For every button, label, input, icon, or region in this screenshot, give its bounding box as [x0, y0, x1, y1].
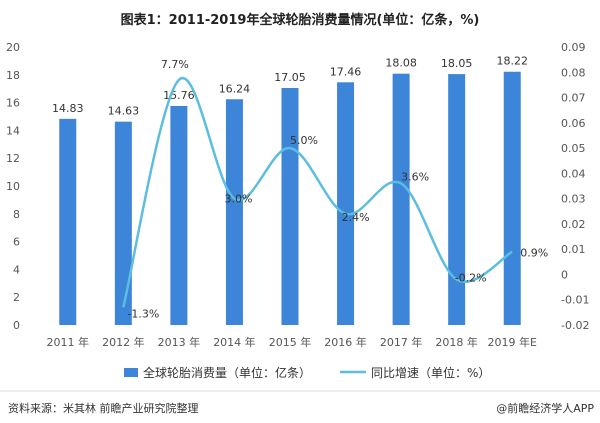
y-right-tick-label: -0.01	[561, 294, 589, 307]
bar	[225, 99, 243, 325]
bar-value-label: 16.24	[219, 82, 251, 95]
x-tick-label: 2014 年	[213, 335, 256, 349]
y-left-tick-label: 4	[13, 263, 20, 276]
bar-value-label: 18.08	[385, 57, 417, 70]
y-left-tick-label: 6	[13, 236, 20, 249]
line-labels: -1.3% 7.7% 3.0% 5.0% 2.4% 3.6% -0.2% 0.9%	[127, 58, 548, 320]
y-left-tick-label: 0	[13, 319, 20, 332]
bar-value-label: 14.63	[108, 105, 140, 118]
bar	[281, 88, 299, 325]
bar	[170, 105, 188, 325]
x-tick-label: 2013 年	[158, 335, 201, 349]
y-left-tick-label: 2	[13, 291, 20, 304]
x-tick-label: 2017 年	[380, 335, 423, 349]
y-left-tick-label: 18	[6, 69, 20, 82]
x-axis: 2011 年 2012 年 2013 年 2014 年 2015 年 2016 年 2017…	[47, 335, 537, 349]
bar	[448, 74, 466, 325]
y-left-tick-label: 8	[13, 208, 20, 221]
bar-series	[59, 71, 521, 325]
x-tick-label: 2015 年	[269, 335, 312, 349]
y-right-tick-label: 0.04	[561, 167, 586, 180]
growth-value-label: -1.3%	[127, 307, 159, 320]
legend-bar-label: 全球轮胎消费量（单位：亿条）	[143, 365, 311, 380]
growth-value-label: 7.7%	[161, 58, 189, 71]
y-left-tick-label: 14	[6, 124, 20, 137]
y-right-axis: -0.02 -0.01 0 0.01 0.02 0.03 0.04 0.05 0.06 0.07 0…	[561, 41, 589, 332]
x-tick-label: 2011 年	[47, 335, 90, 349]
y-right-tick-label: 0.07	[561, 92, 586, 105]
y-right-tick-label: 0.09	[561, 41, 586, 54]
y-left-tick-label: 20	[6, 41, 20, 54]
y-right-tick-label: -0.02	[561, 319, 589, 332]
brand-mark: @前瞻经济学人APP	[496, 401, 594, 415]
bar-value-label: 17.46	[330, 65, 362, 78]
y-right-tick-label: 0.01	[561, 243, 586, 256]
x-tick-label: 2016 年	[324, 335, 367, 349]
bar-value-label: 14.83	[52, 102, 84, 115]
bar	[503, 71, 521, 325]
chart-title: 图表1：2011-2019年全球轮胎消费量情况(单位：亿条，%)	[121, 12, 480, 28]
y-right-tick-label: 0.03	[561, 193, 586, 206]
x-tick-label: 2018 年	[435, 335, 478, 349]
bar	[59, 118, 77, 325]
bar	[392, 73, 410, 325]
y-right-tick-label: 0	[561, 268, 568, 281]
y-right-tick-label: 0.06	[561, 117, 586, 130]
y-right-tick-label: 0.02	[561, 218, 586, 231]
bar-value-label: 18.22	[496, 55, 528, 68]
legend: 全球轮胎消费量（单位：亿条） 同比增速（单位：%）	[124, 365, 490, 380]
growth-value-label: 2.4%	[342, 211, 370, 224]
legend-bar-swatch	[124, 368, 138, 377]
y-right-tick-label: 0.05	[561, 142, 586, 155]
line-series	[122, 76, 513, 308]
growth-value-label: 5.0%	[290, 134, 318, 147]
growth-value-label: -0.2%	[455, 272, 487, 285]
bar	[337, 82, 355, 325]
y-left-tick-label: 12	[6, 152, 20, 165]
growth-value-label: 3.0%	[224, 193, 252, 206]
y-left-tick-label: 10	[6, 180, 20, 193]
bar-value-label: 17.05	[274, 71, 306, 84]
legend-line-label: 同比增速（单位：%）	[371, 365, 490, 380]
x-tick-label: 2012 年	[102, 335, 145, 349]
growth-value-label: 0.9%	[520, 247, 548, 260]
source-note: 资料来源：米其林 前瞻产业研究院整理	[8, 401, 199, 415]
growth-line	[122, 76, 513, 308]
growth-value-label: 3.6%	[401, 170, 429, 183]
y-left-axis: 0 2 4 6 8 10 12 14 16 18 20	[6, 41, 20, 332]
y-right-tick-label: 0.08	[561, 66, 586, 79]
bar-value-label: 18.05	[441, 57, 473, 70]
bar	[114, 121, 132, 325]
x-tick-label: 2019 年E	[487, 335, 536, 349]
y-left-tick-label: 16	[6, 97, 20, 110]
